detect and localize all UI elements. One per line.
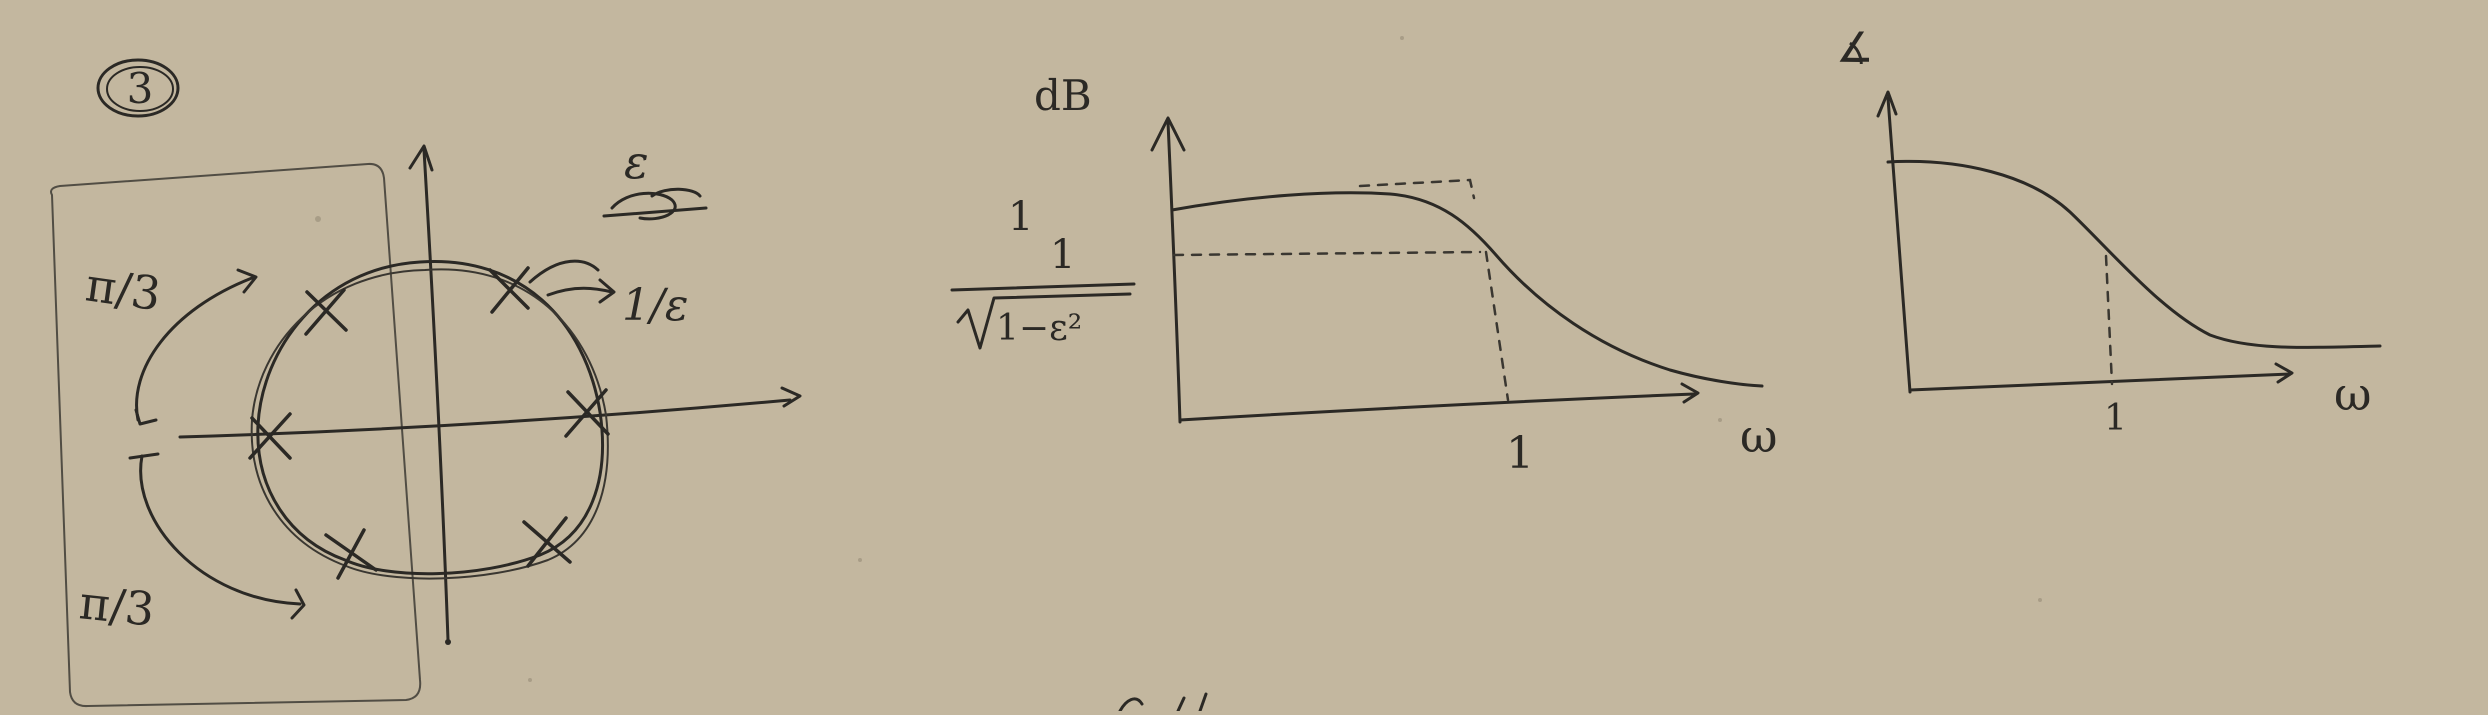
- mag-ytick-mid-num: 1: [1050, 232, 1075, 278]
- sqrt-sign: [956, 292, 1132, 350]
- mag-x-axis-arrow: [1680, 382, 1700, 404]
- scribble: [602, 187, 708, 221]
- radius-arrow: [528, 259, 614, 297]
- mag-y-axis: [1166, 120, 1182, 424]
- pole-x-5: [324, 528, 378, 580]
- pole-plot: π/3 π/3 1/ε ε: [50, 135, 802, 708]
- mag-fraction-bar: [950, 282, 1136, 292]
- epsilon-note: ε: [602, 135, 708, 221]
- mag-ylabel: dB: [1034, 71, 1092, 120]
- angle-arc-top: [135, 276, 254, 422]
- angle-arc-top-arrow: [134, 268, 258, 426]
- angle-arc-bottom: [139, 454, 302, 606]
- radius-label: 1/ε: [622, 280, 688, 331]
- phase-curve: [1886, 159, 2382, 349]
- cut-off-writing: [1118, 692, 1208, 713]
- problem-number-marker: 3: [96, 58, 180, 118]
- imaginary-axis-arrow: [408, 144, 434, 172]
- mag-xlabel: ω: [1740, 409, 1778, 463]
- epsilon-label: ε: [624, 135, 649, 189]
- mag-ytick-mid-den: 1−ε²: [996, 308, 1082, 349]
- real-axis: [178, 398, 792, 439]
- pole-x-4: [564, 388, 610, 438]
- problem-number: 3: [127, 64, 154, 113]
- phase-x-axis: [1908, 372, 2292, 392]
- mag-y-axis-arrow: [1150, 116, 1186, 152]
- mag-dash-drop: [1484, 250, 1510, 402]
- paper-texture: [315, 36, 2042, 682]
- mag-xtick: 1: [1506, 428, 1534, 479]
- phase-plot: ∡ 1 ω: [1836, 23, 2382, 439]
- pole-circle: [256, 260, 604, 576]
- phase-dash-drop: [2104, 254, 2114, 386]
- mag-x-axis: [1178, 392, 1696, 422]
- mag-ytick-top: 1: [1008, 194, 1033, 240]
- phase-xlabel: ω: [2334, 367, 2372, 421]
- magnitude-curve: [1170, 191, 1764, 388]
- phase-y-axis-arrow: [1876, 90, 1898, 118]
- pole-x-6: [522, 516, 572, 568]
- pole-x-2: [488, 266, 530, 314]
- angle-label-bottom: π/3: [77, 575, 157, 637]
- real-axis-arrow: [780, 386, 802, 408]
- enclosing-box: [50, 162, 422, 708]
- phase-xtick: 1: [2104, 398, 2127, 439]
- pole-markers: [248, 266, 610, 580]
- phase-y-axis: [1886, 96, 1912, 394]
- pole-circle-retrace: [250, 268, 609, 580]
- phase-x-axis-arrow: [2274, 362, 2294, 384]
- magnitude-plot: dB 1 1 1−ε² 1 ω: [950, 71, 1778, 479]
- pole-x-3: [248, 412, 292, 460]
- angle-arc-bottom-arrow: [128, 452, 306, 620]
- mag-dash-upper: [1358, 178, 1476, 200]
- phase-ylabel: ∡: [1836, 23, 1874, 72]
- imaginary-axis: [422, 148, 450, 642]
- mag-dash-level: [1172, 250, 1482, 257]
- pole-x-1: [304, 288, 348, 336]
- angle-label-top: π/3: [82, 257, 164, 321]
